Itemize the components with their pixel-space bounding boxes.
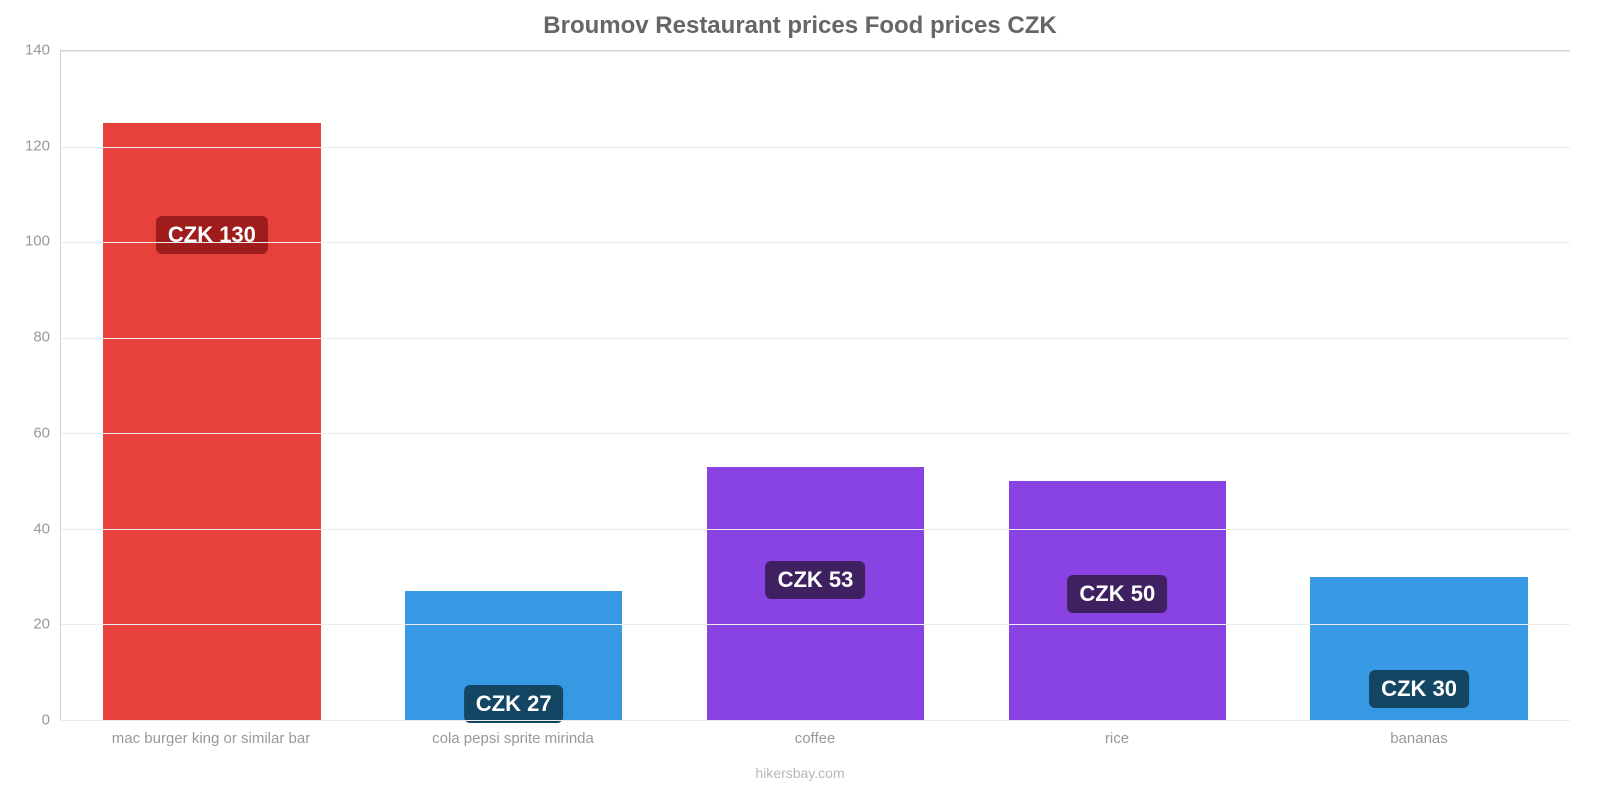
bar-slot: CZK 50 [966, 51, 1268, 720]
y-tick-label: 120 [0, 137, 50, 154]
bar-slot: CZK 27 [363, 51, 665, 720]
y-tick-label: 100 [0, 233, 50, 250]
grid-line [61, 242, 1570, 243]
bar: CZK 30 [1310, 577, 1527, 720]
value-badge: CZK 30 [1369, 670, 1469, 708]
grid-line [61, 147, 1570, 148]
bar-slot: CZK 53 [665, 51, 967, 720]
y-tick-label: 60 [0, 424, 50, 441]
grid-line [61, 433, 1570, 434]
bar: CZK 53 [707, 467, 924, 720]
value-badge: CZK 130 [156, 216, 268, 254]
grid-line [61, 529, 1570, 530]
bar: CZK 27 [405, 591, 622, 720]
x-axis-label: bananas [1268, 730, 1570, 747]
plot-area: CZK 130 CZK 27 CZK 53 CZK 50 CZK 30 [60, 50, 1570, 720]
bars-group: CZK 130 CZK 27 CZK 53 CZK 50 CZK 30 [61, 51, 1570, 720]
y-tick-label: 40 [0, 520, 50, 537]
x-axis-labels: mac burger king or similar barcola pepsi… [60, 730, 1570, 747]
grid-line [61, 720, 1570, 721]
bar-slot: CZK 130 [61, 51, 363, 720]
bar: CZK 130 [103, 123, 320, 720]
y-tick-label: 140 [0, 42, 50, 59]
value-badge: CZK 27 [464, 685, 564, 723]
attribution-text: hikersbay.com [0, 765, 1600, 781]
x-axis-label: mac burger king or similar bar [60, 730, 362, 747]
value-badge: CZK 53 [766, 561, 866, 599]
x-axis-label: cola pepsi sprite mirinda [362, 730, 664, 747]
y-tick-label: 80 [0, 329, 50, 346]
chart-container: Broumov Restaurant prices Food prices CZ… [0, 0, 1600, 800]
grid-line [61, 51, 1570, 52]
x-axis-label: rice [966, 730, 1268, 747]
bar-slot: CZK 30 [1268, 51, 1570, 720]
chart-title: Broumov Restaurant prices Food prices CZ… [0, 12, 1600, 40]
bar: CZK 50 [1009, 481, 1226, 720]
value-badge: CZK 50 [1067, 575, 1167, 613]
grid-line [61, 624, 1570, 625]
y-tick-label: 20 [0, 616, 50, 633]
grid-line [61, 338, 1570, 339]
x-axis-label: coffee [664, 730, 966, 747]
y-tick-label: 0 [0, 712, 50, 729]
